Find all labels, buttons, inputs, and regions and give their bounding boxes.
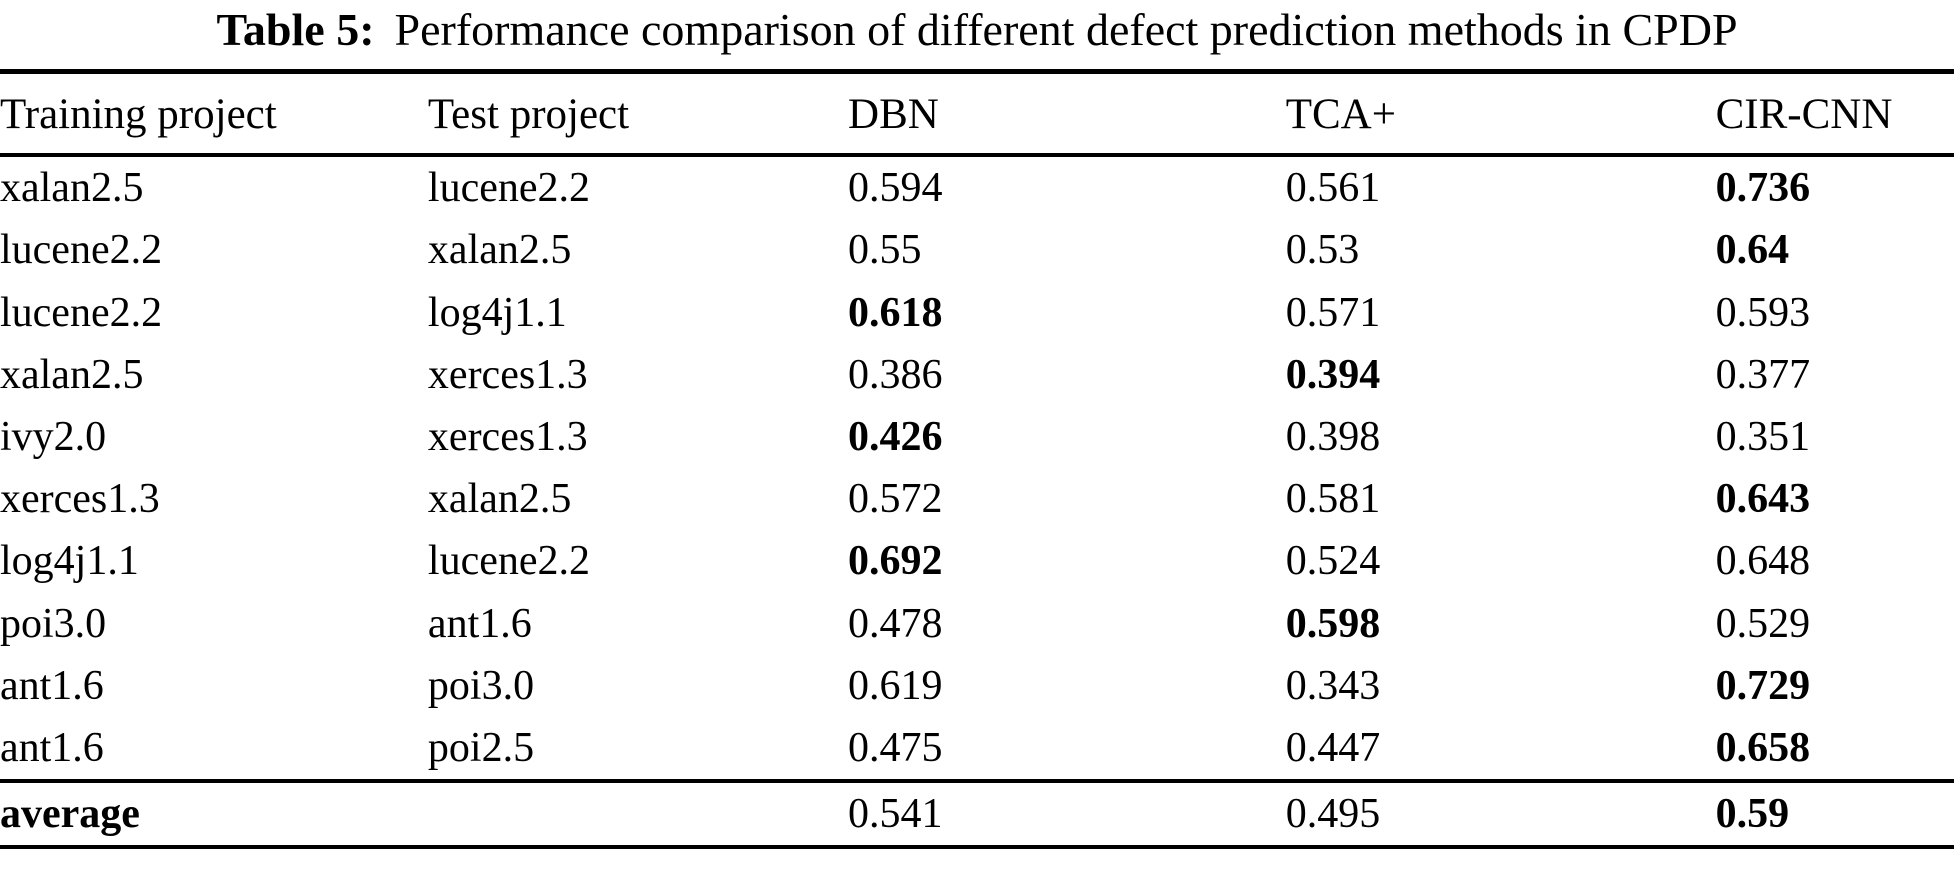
cell-training-project: ant1.6 xyxy=(0,662,104,709)
cell-tca: 0.598 xyxy=(1285,600,1381,647)
cell-tca: 0.561 xyxy=(1285,165,1381,212)
cell-test-project: xalan2.5 xyxy=(427,227,572,274)
cell-dbn: 0.386 xyxy=(848,351,943,398)
table-row: log4j1.1 lucene2.2 0.692 0.524 0.648 xyxy=(0,530,1954,592)
cell-test-project: ant1.6 xyxy=(427,600,532,647)
table-row: xalan2.5 xerces1.3 0.386 0.394 0.377 xyxy=(0,344,1954,406)
cell-dbn: 0.478 xyxy=(848,600,943,647)
average-dbn: 0.541 xyxy=(848,791,943,838)
cell-tca: 0.394 xyxy=(1285,351,1381,398)
cell-test-project: poi2.5 xyxy=(427,716,849,784)
cell-test-project: lucene2.2 xyxy=(427,538,591,585)
cell-cir-cnn: 0.643 xyxy=(1715,476,1811,523)
cell-dbn: 0.619 xyxy=(848,662,943,709)
table-caption-text: Performance comparison of different defe… xyxy=(394,4,1738,55)
cell-training-project: xerces1.3 xyxy=(0,476,160,523)
cell-training-project: log4j1.1 xyxy=(0,538,139,585)
table-row: poi3.0 ant1.6 0.478 0.598 0.529 xyxy=(0,593,1954,655)
cell-cir-cnn: 0.648 xyxy=(1715,538,1811,585)
cell-dbn: 0.426 xyxy=(848,414,943,461)
column-header-cir-cnn: CIR-CNN xyxy=(1715,71,1954,158)
cell-dbn: 0.572 xyxy=(848,476,943,523)
cell-training-project: xalan2.5 xyxy=(0,165,144,212)
cell-test-project: log4j1.1 xyxy=(427,289,567,336)
cell-test-project: poi3.0 xyxy=(427,662,535,709)
cell-training-project: lucene2.2 xyxy=(0,227,163,274)
table-row: lucene2.2 xalan2.5 0.55 0.53 0.64 xyxy=(0,219,1954,281)
average-tca: 0.495 xyxy=(1285,791,1381,838)
cell-training-project: ant1.6 xyxy=(0,716,428,784)
header-row: Training project Test project DBN TCA+ C… xyxy=(0,71,1954,158)
cell-dbn: 0.55 xyxy=(848,227,922,274)
cell-test-project: xalan2.5 xyxy=(427,476,572,523)
cell-cir-cnn: 0.658 xyxy=(1715,716,1954,784)
table-caption: Table 5: Performance comparison of differ… xyxy=(0,0,1954,69)
cell-tca: 0.581 xyxy=(1285,476,1381,523)
cell-dbn: 0.475 xyxy=(848,716,1286,784)
cell-cir-cnn: 0.377 xyxy=(1715,351,1811,398)
cell-cir-cnn: 0.351 xyxy=(1715,414,1811,461)
cell-test-project: xerces1.3 xyxy=(427,351,588,398)
cell-tca: 0.571 xyxy=(1285,289,1381,336)
cell-dbn: 0.594 xyxy=(848,165,943,212)
table-row: xerces1.3 xalan2.5 0.572 0.581 0.643 xyxy=(0,468,1954,530)
cell-dbn: 0.692 xyxy=(848,538,943,585)
average-test-empty xyxy=(428,781,848,847)
column-header-test-project: Test project xyxy=(427,71,849,158)
average-row: average 0.541 0.495 0.59 xyxy=(0,781,1954,847)
cell-tca: 0.398 xyxy=(1285,414,1381,461)
cell-cir-cnn: 0.736 xyxy=(1715,165,1811,212)
cell-cir-cnn: 0.529 xyxy=(1715,600,1811,647)
cell-test-project: xerces1.3 xyxy=(427,414,588,461)
performance-comparison-table: Training project Test project DBN TCA+ C… xyxy=(0,69,1954,850)
table-row: lucene2.2 log4j1.1 0.618 0.571 0.593 xyxy=(0,282,1954,344)
cell-cir-cnn: 0.729 xyxy=(1715,662,1811,709)
cell-tca: 0.447 xyxy=(1285,716,1716,784)
table-caption-label: Table 5: xyxy=(216,4,375,55)
cell-training-project: poi3.0 xyxy=(0,600,107,647)
cell-training-project: lucene2.2 xyxy=(0,289,163,336)
cell-tca: 0.524 xyxy=(1285,538,1381,585)
cell-cir-cnn: 0.593 xyxy=(1715,289,1811,336)
column-header-tca: TCA+ xyxy=(1285,71,1716,158)
table-row: ant1.6 poi3.0 0.619 0.343 0.729 xyxy=(0,655,1954,717)
average-cir-cnn: 0.59 xyxy=(1715,791,1790,838)
cell-training-project: ivy2.0 xyxy=(0,414,107,461)
column-header-training-project: Training project xyxy=(0,71,428,158)
table-row: xalan2.5 lucene2.2 0.594 0.561 0.736 xyxy=(0,155,1954,219)
table-row: ivy2.0 xerces1.3 0.426 0.398 0.351 xyxy=(0,406,1954,468)
cell-cir-cnn: 0.64 xyxy=(1715,227,1790,274)
cell-tca: 0.343 xyxy=(1285,662,1381,709)
table-row: ant1.6 poi2.5 0.475 0.447 0.658 xyxy=(0,716,1954,784)
cell-test-project: lucene2.2 xyxy=(427,165,591,212)
cell-tca: 0.53 xyxy=(1285,227,1360,274)
average-label: average xyxy=(0,791,140,838)
cell-dbn: 0.618 xyxy=(848,289,943,336)
column-header-dbn: DBN xyxy=(848,71,1286,158)
cell-training-project: xalan2.5 xyxy=(0,351,144,398)
